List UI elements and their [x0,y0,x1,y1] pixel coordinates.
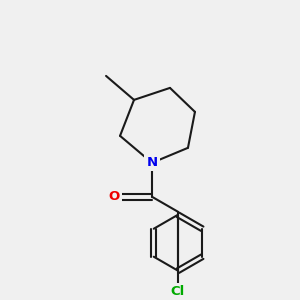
Text: Cl: Cl [171,285,185,298]
Text: O: O [108,190,120,203]
Text: N: N [146,156,158,169]
